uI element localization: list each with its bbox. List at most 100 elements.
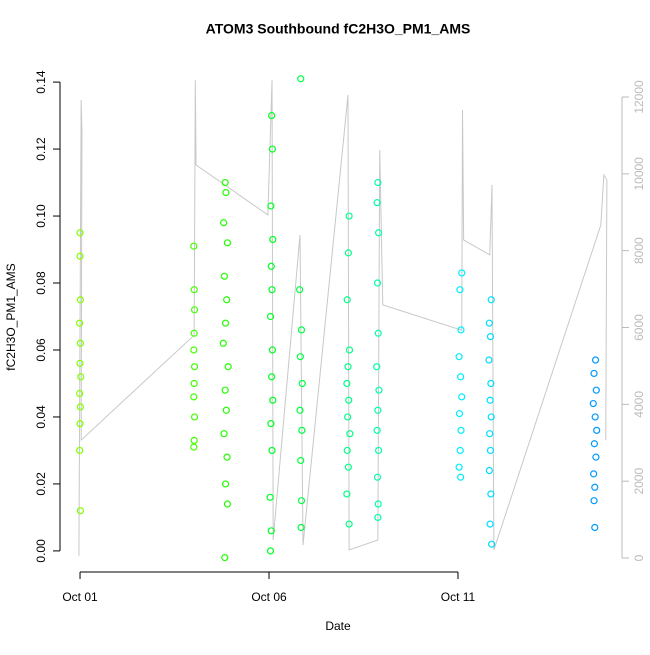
data-point xyxy=(219,339,227,347)
data-point xyxy=(190,379,198,388)
data-point xyxy=(268,111,276,120)
chart-title: ATOM3 Southbound fC2H3O_PM1_AMS xyxy=(206,21,471,37)
data-point xyxy=(221,386,229,394)
x-tick-label: Oct 06 xyxy=(251,590,287,604)
data-point xyxy=(268,145,277,153)
data-point xyxy=(486,520,494,528)
data-point xyxy=(76,403,85,411)
data-point xyxy=(76,359,84,367)
data-point xyxy=(374,513,382,522)
data-point xyxy=(221,319,230,327)
data-point xyxy=(267,262,275,270)
y-tick-label: 0.08 xyxy=(34,271,48,295)
data-point xyxy=(591,523,599,532)
data-point xyxy=(269,396,277,404)
data-point xyxy=(298,379,306,388)
data-point xyxy=(222,188,230,197)
data-point xyxy=(592,386,600,394)
data-point xyxy=(486,446,495,455)
data-point xyxy=(267,420,275,428)
y2-tick-label: 4000 xyxy=(632,391,646,418)
data-point xyxy=(269,235,277,244)
data-point xyxy=(224,363,232,371)
data-point xyxy=(76,507,85,515)
data-point xyxy=(190,329,198,337)
y-axis-label: fC2H3O_PM1_AMS xyxy=(4,263,18,370)
data-point xyxy=(190,346,198,354)
data-point xyxy=(76,319,84,327)
y-tick-label: 0.04 xyxy=(34,405,48,429)
data-point xyxy=(221,178,229,187)
data-point xyxy=(373,279,382,287)
data-point xyxy=(592,453,600,461)
data-point xyxy=(375,386,383,394)
data-point xyxy=(455,463,463,471)
data-point xyxy=(220,219,228,227)
data-point xyxy=(456,286,464,294)
data-point xyxy=(190,242,198,250)
data-point xyxy=(268,373,276,381)
data-point xyxy=(485,356,493,364)
x-axis-label: Date xyxy=(325,619,351,633)
data-point xyxy=(190,413,199,421)
y-tick-label: 0.12 xyxy=(34,137,48,161)
data-point xyxy=(345,396,353,404)
y2-tick-label: 8000 xyxy=(632,237,646,264)
data-point xyxy=(296,286,304,294)
data-point xyxy=(296,353,304,361)
data-point xyxy=(344,413,352,421)
data-point xyxy=(221,480,230,488)
data-point xyxy=(343,446,351,455)
data-point xyxy=(346,430,354,438)
x-tick-label: Oct 01 xyxy=(62,590,98,604)
data-point xyxy=(457,373,465,381)
data-point xyxy=(374,329,382,337)
data-point xyxy=(266,312,275,321)
data-point xyxy=(487,490,495,498)
data-point xyxy=(373,473,382,481)
data-point xyxy=(190,443,198,451)
data-point xyxy=(457,326,465,334)
data-point xyxy=(297,326,306,334)
data-point xyxy=(486,332,495,341)
data-point xyxy=(343,490,351,498)
data-point xyxy=(190,393,198,401)
data-point xyxy=(221,554,229,562)
data-point xyxy=(76,252,84,260)
data-line xyxy=(78,80,608,557)
data-point xyxy=(455,353,463,361)
data-point xyxy=(456,446,464,455)
data-point xyxy=(374,178,382,187)
y2-tick-label: 2000 xyxy=(632,468,646,495)
data-point xyxy=(373,199,381,207)
data-point xyxy=(589,399,597,408)
y2-tick-label: 6000 xyxy=(632,314,646,341)
data-point xyxy=(76,420,84,428)
data-point xyxy=(220,430,228,438)
data-point xyxy=(344,249,352,257)
data-point xyxy=(591,413,599,421)
y2-tick-label: 12000 xyxy=(632,80,646,114)
data-point xyxy=(222,406,230,414)
data-point xyxy=(455,410,464,418)
data-point xyxy=(590,440,599,448)
y-tick-label: 0.02 xyxy=(34,472,48,496)
data-point xyxy=(374,500,382,508)
data-point xyxy=(487,296,495,304)
data-point xyxy=(590,497,598,505)
data-point xyxy=(343,296,351,304)
data-point xyxy=(190,306,199,314)
data-point xyxy=(590,470,598,478)
data-point xyxy=(220,272,229,280)
data-point xyxy=(458,269,466,277)
data-point xyxy=(268,346,277,354)
data-point xyxy=(487,379,495,388)
y2-tick-label: 0 xyxy=(632,554,646,561)
data-point xyxy=(457,426,465,434)
data-point xyxy=(268,446,276,455)
data-point xyxy=(223,239,232,247)
y-tick-label: 0.14 xyxy=(34,70,48,94)
data-point xyxy=(266,547,275,555)
data-point xyxy=(76,339,85,347)
